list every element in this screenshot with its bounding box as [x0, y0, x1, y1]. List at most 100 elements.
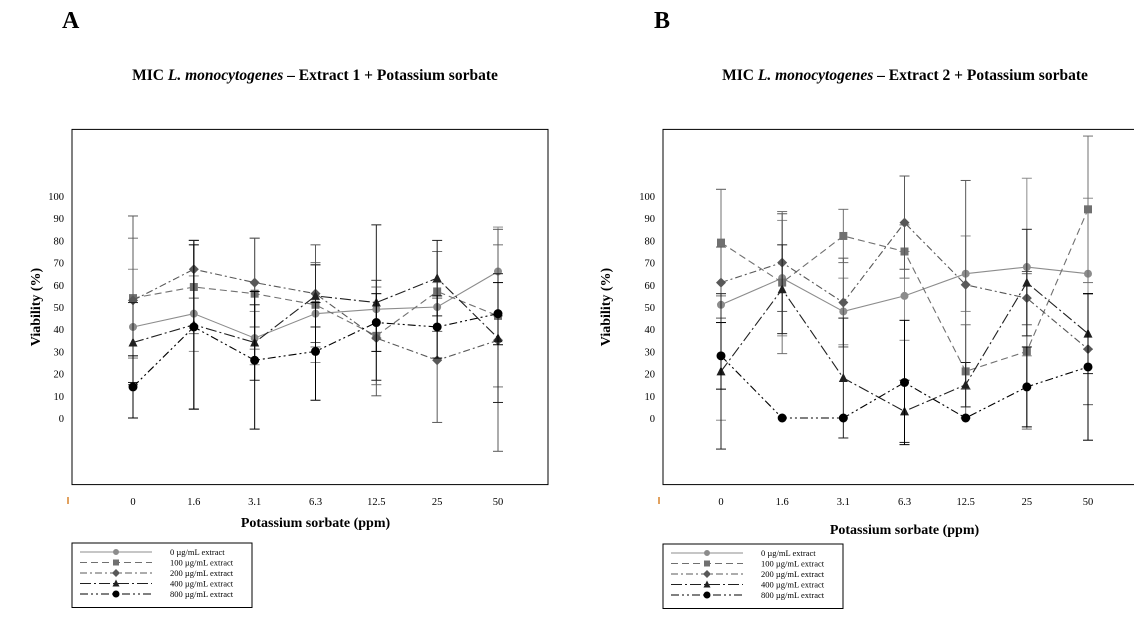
- marker-point: [961, 379, 971, 389]
- y-tick-label: 90: [645, 214, 656, 225]
- y-tick-label: 90: [54, 214, 65, 225]
- legend-entry-label: 100 µg/mL extract: [761, 559, 825, 569]
- y-tick-label: 60: [645, 281, 656, 292]
- y-tick-label: 40: [645, 325, 656, 336]
- marker-point: [704, 560, 710, 567]
- x-axis-label: Potassium sorbate (ppm): [830, 523, 980, 538]
- chart-title-species: L. monocytogenes: [167, 67, 283, 84]
- marker-point: [371, 318, 381, 328]
- y-tick-label: 10: [645, 392, 656, 403]
- marker-point: [703, 570, 711, 578]
- marker-point: [432, 322, 442, 332]
- plot-frame: [71, 128, 549, 486]
- marker-point: [112, 590, 120, 598]
- legend-entry-label: 400 µg/mL extract: [761, 580, 825, 590]
- marker-point: [112, 579, 120, 587]
- series-4: [716, 293, 1093, 446]
- marker-point: [838, 297, 849, 308]
- chart-title-suffix: – Extract 2 + Potassium sorbate: [873, 67, 1088, 84]
- y-axis-label: Viability (%): [29, 267, 44, 346]
- chart-title-suffix: – Extract 1 + Potassium sorbate: [283, 67, 498, 84]
- marker-point: [1084, 205, 1092, 214]
- y-tick-label: 30: [54, 347, 65, 358]
- marker-point: [704, 550, 710, 556]
- x-tick-label: 6.3: [898, 497, 911, 508]
- marker-point: [1022, 277, 1032, 287]
- y-tick-label: 40: [54, 325, 65, 336]
- marker-point: [716, 351, 726, 361]
- y-tick-label: 10: [54, 392, 65, 403]
- marker-point: [717, 238, 725, 247]
- marker-point: [960, 279, 971, 290]
- legend-entry-label: 0 µg/mL extract: [761, 548, 816, 558]
- chart-title-species: L. monocytogenes: [757, 67, 873, 84]
- y-tick-label: 100: [48, 192, 64, 203]
- chart-panel-b: B MIC L. monocytogenes – Extract 2 + Pota…: [599, 8, 1134, 609]
- marker-point: [432, 273, 442, 283]
- marker-point: [961, 413, 971, 423]
- marker-point: [250, 355, 260, 365]
- y-tick-label: 70: [54, 259, 65, 270]
- x-tick-label: 3.1: [248, 497, 261, 508]
- marker-point: [838, 373, 848, 383]
- x-tick-label: 0: [718, 497, 723, 508]
- y-tick-label: 50: [54, 303, 65, 314]
- y-tick-label: 50: [645, 303, 656, 314]
- legend-entry-label: 200 µg/mL extract: [761, 569, 825, 579]
- y-tick-label: 30: [645, 347, 656, 358]
- x-tick-label: 25: [432, 497, 443, 508]
- x-axis-label: Potassium sorbate (ppm): [241, 516, 391, 531]
- y-tick-label: 80: [54, 236, 65, 247]
- x-tick-label: 25: [1022, 497, 1033, 508]
- x-tick-label: 1.6: [776, 497, 789, 508]
- x-tick-label: 6.3: [309, 497, 322, 508]
- chart-title: MIC L. monocytogenes – Extract 2 + Potas…: [722, 67, 1088, 84]
- x-tick-label: 12.5: [956, 497, 974, 508]
- marker-point: [311, 290, 320, 300]
- y-tick-label: 0: [650, 414, 655, 425]
- y-tick-label: 60: [54, 281, 65, 292]
- x-tick-label: 50: [493, 497, 504, 508]
- y-tick-label: 0: [59, 414, 64, 425]
- marker-point: [311, 346, 320, 356]
- marker-point: [900, 377, 909, 387]
- marker-point: [249, 277, 260, 288]
- chart-title: MIC L. monocytogenes – Extract 1 + Potas…: [132, 67, 498, 84]
- chart-title-prefix: MIC: [132, 67, 168, 84]
- chart-panel-a: A MIC L. monocytogenes – Extract 1 + Pota…: [29, 8, 549, 608]
- legend-box: [662, 543, 844, 609]
- marker-point: [128, 382, 138, 392]
- x-tick-label: 1.6: [187, 497, 200, 508]
- marker-point: [900, 291, 909, 300]
- marker-point: [1022, 382, 1032, 392]
- legend-entry-label: 200 µg/mL extract: [170, 568, 234, 578]
- legend-entry-label: 100 µg/mL extract: [170, 558, 234, 568]
- marker-point: [899, 217, 910, 228]
- marker-point: [716, 277, 726, 288]
- panel-letter: B: [654, 8, 670, 34]
- marker-point: [113, 549, 119, 555]
- legend-entry-label: 800 µg/mL extract: [761, 590, 825, 600]
- y-tick-label: 70: [645, 259, 656, 270]
- panel-letter: A: [62, 8, 80, 34]
- x-tick-label: 12.5: [367, 497, 385, 508]
- marker-point: [777, 284, 787, 294]
- legend-entry-label: 800 µg/mL extract: [170, 589, 234, 599]
- marker-point: [838, 413, 848, 423]
- x-tick-label: 50: [1083, 497, 1094, 508]
- y-tick-label: 20: [54, 370, 65, 381]
- y-tick-label: 80: [645, 236, 656, 247]
- y-axis-label: Viability (%): [599, 267, 614, 346]
- x-tick-label: 0: [130, 497, 135, 508]
- marker-point: [112, 569, 120, 577]
- marker-point: [113, 559, 119, 566]
- chart-title-prefix: MIC: [722, 67, 758, 84]
- marker-point: [1083, 362, 1093, 372]
- y-tick-label: 20: [645, 370, 656, 381]
- x-tick-label: 3.1: [837, 497, 850, 508]
- marker-point: [189, 322, 199, 332]
